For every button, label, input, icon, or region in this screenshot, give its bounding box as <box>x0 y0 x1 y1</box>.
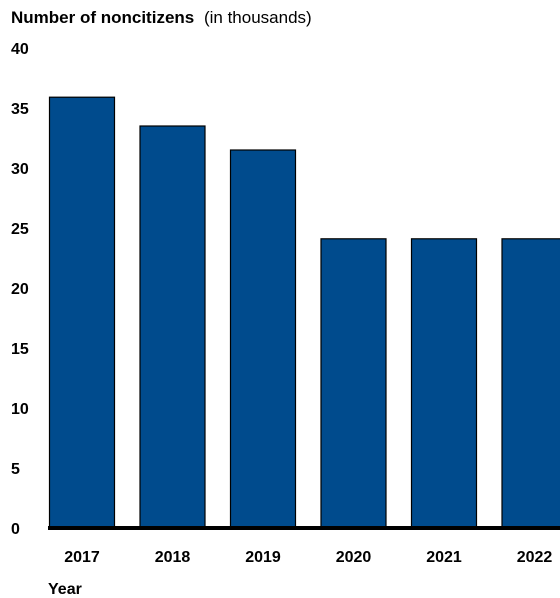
bar-2017 <box>48 96 116 529</box>
bar-2018 <box>139 125 206 529</box>
y-tick-label: 15 <box>11 341 29 358</box>
y-tick-label: 40 <box>11 41 29 58</box>
bar-2020 <box>320 238 387 529</box>
y-tick-label: 5 <box>11 461 20 478</box>
y-tick-label: 10 <box>11 401 29 418</box>
chart-title-suffix: (in thousands) <box>204 8 312 27</box>
x-tick-label-2022: 2022 <box>517 549 553 566</box>
x-tick-label-2018: 2018 <box>155 549 191 566</box>
chart-title-main: Number of noncitizens <box>11 8 194 27</box>
y-tick-label: 25 <box>11 221 29 238</box>
y-axis-tick-labels: 0 5 10 15 20 25 30 35 40 <box>11 41 29 538</box>
x-tick-label-2019: 2019 <box>245 549 281 566</box>
bar-2022 <box>501 238 560 529</box>
y-tick-label: 0 <box>11 521 20 538</box>
bar-2021 <box>410 238 478 529</box>
bars <box>48 96 560 529</box>
x-tick-label-2020: 2020 <box>336 549 372 566</box>
x-tick-label-2017: 2017 <box>64 549 100 566</box>
y-tick-label: 30 <box>11 161 29 178</box>
chart-title: Number of noncitizens (in thousands) <box>11 8 312 27</box>
y-tick-label: 35 <box>11 101 29 118</box>
x-tick-label-2021: 2021 <box>426 549 462 566</box>
x-axis-tick-labels: 2017 2018 2019 2020 2021 2022 <box>64 549 552 566</box>
y-tick-label: 20 <box>11 281 29 298</box>
bar-2019 <box>229 149 297 529</box>
x-axis-title: Year <box>48 581 82 598</box>
